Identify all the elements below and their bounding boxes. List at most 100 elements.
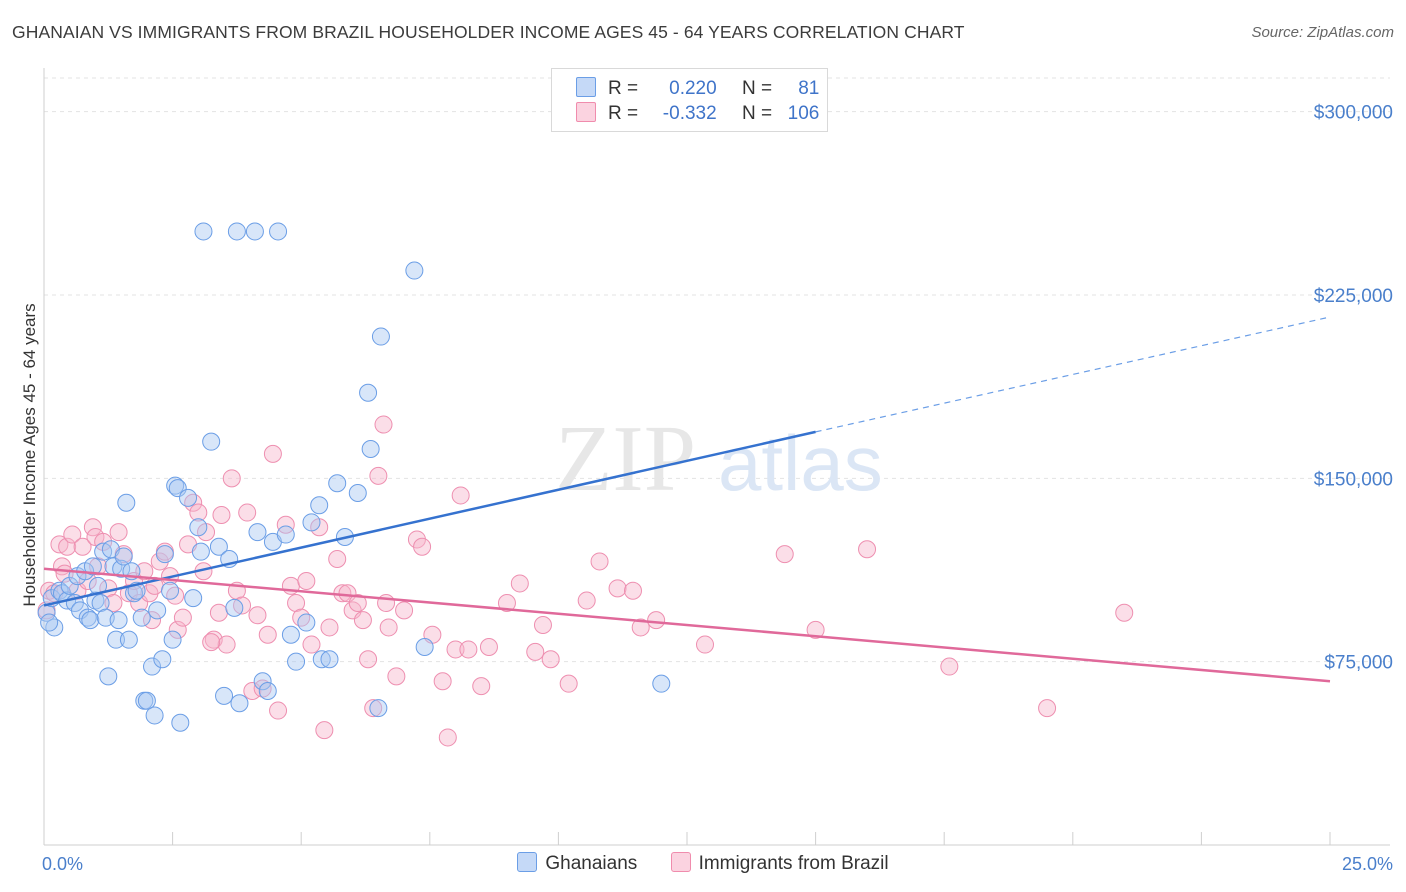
x-tick-label: 0.0% [42,854,83,874]
data-point [81,611,100,630]
watermark: ZIP atlas [555,407,883,511]
legend-n-label: N = [741,78,773,99]
data-point [60,576,79,595]
data-point [806,620,825,639]
data-point [253,672,272,691]
data-point [117,493,136,512]
y-tick-label: $150,000 [1314,469,1393,490]
trend-line-brazil [43,567,1331,683]
data-point [258,625,277,644]
data-point [171,713,190,732]
data-point [359,650,378,669]
data-point [40,613,59,632]
data-point [155,545,174,564]
data-point [281,625,300,644]
data-point [248,606,267,625]
data-point [374,415,393,434]
data-point [107,630,126,649]
data-point [114,547,133,566]
data-point [433,672,452,691]
data-point [312,650,331,669]
data-point [184,493,203,512]
data-point [775,545,794,564]
data-point [99,667,118,686]
data-point [202,633,221,652]
data-point [45,618,64,637]
legend-item-ghanaians[interactable]: Ghanaians [517,852,637,875]
data-point [302,635,321,654]
grid-lines [44,77,1390,663]
data-point [348,484,367,502]
data-point [73,537,92,556]
data-point [245,222,264,241]
data-point [63,525,82,544]
data-point [364,699,383,718]
data-point [1115,603,1134,622]
trend-line-ghanaians-extension [815,316,1331,433]
data-point [526,642,545,661]
y-tick-label: $225,000 [1314,286,1393,307]
legend-n-value: 81 [798,78,820,99]
data-point [253,679,272,698]
data-point [248,523,267,542]
legend-r-label: R = [608,103,639,124]
data-point [189,503,208,522]
data-point [405,261,424,280]
data-point [940,657,959,676]
data-point [166,586,185,605]
data-point [135,562,154,581]
y-tick-label: $300,000 [1314,103,1393,124]
data-point [258,682,277,700]
data-point [446,640,465,659]
data-point [369,699,388,718]
data-point [269,701,288,720]
legend-n-label: N = [741,103,773,124]
data-point [320,650,339,669]
data-point [217,635,236,654]
data-point [202,432,221,451]
y-tick-label: $75,000 [1324,653,1393,674]
data-point [179,488,198,507]
data-point [328,550,347,568]
y-tick-labels: $75,000 $150,000 $225,000 $300,000 [1314,103,1393,674]
data-point [230,694,249,713]
data-point [212,506,231,524]
data-point [161,581,180,600]
legend-item-brazil[interactable]: Immigrants from Brazil [670,852,889,875]
data-point [238,503,257,522]
watermark-zip: ZIP [555,407,696,511]
data-point [191,542,210,561]
data-point [631,618,650,637]
data-point [109,611,128,630]
legend-swatch-brazil [670,852,691,872]
chart-title: GHANAIAN VS IMMIGRANTS FROM BRAZIL HOUSE… [12,22,965,42]
data-point [348,594,367,612]
data-point [209,603,228,622]
legend-n-value: 106 [787,103,820,124]
data-point [361,440,380,458]
data-point [371,327,390,346]
data-point [86,591,105,610]
data-point [608,579,627,598]
data-point [387,667,406,686]
data-point [315,721,334,740]
data-point [225,598,244,617]
data-point [413,537,432,556]
correlation-legend: R = 0.220 N = 81 R = -0.332 N = 106 [551,68,828,132]
data-point [209,537,228,556]
source-credit: Source: ZipAtlas.com [1251,24,1394,41]
data-point [94,532,113,551]
data-point [395,601,414,620]
data-point [215,686,234,705]
data-point [189,518,208,537]
data-point [472,677,491,696]
legend-row-brazil: R = -0.332 N = 106 [576,102,819,126]
legend-r-value: -0.332 [662,103,717,124]
data-point [541,650,560,669]
x-tick-labels: 0.0% 25.0% [42,854,1393,874]
data-point [533,616,552,634]
trend-lines [43,316,1331,683]
legend-swatch-ghanaians [517,852,538,872]
data-point [194,222,213,241]
